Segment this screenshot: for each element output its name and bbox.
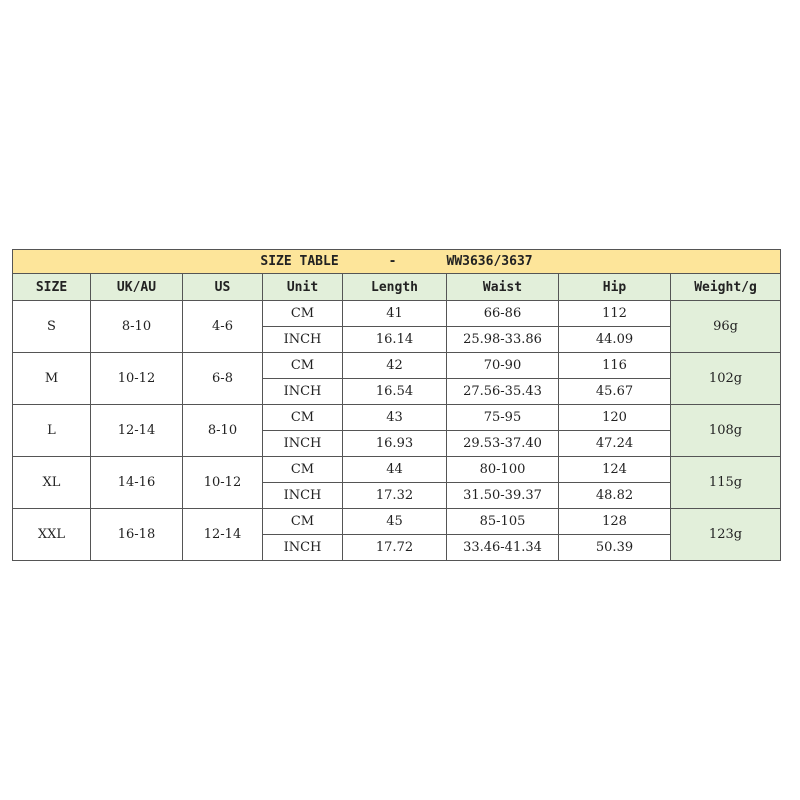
unit-cell: CM <box>262 404 343 431</box>
table-row: INCH 16.54 27.56-35.43 45.67 <box>13 378 781 405</box>
waist-cell: 80-100 <box>446 456 559 483</box>
hip-cell: 44.09 <box>558 326 671 353</box>
size-cell: XXL <box>12 508 91 561</box>
length-cell: 16.14 <box>342 326 447 353</box>
length-cell: 43 <box>342 404 447 431</box>
header-size: SIZE <box>12 273 91 301</box>
weight-cell: 123g <box>670 508 781 561</box>
hip-cell: 50.39 <box>558 534 671 561</box>
length-cell: 16.54 <box>342 378 447 405</box>
waist-cell: 27.56-35.43 <box>446 378 559 405</box>
table-row: INCH 17.72 33.46-41.34 50.39 <box>13 534 781 561</box>
length-cell: 41 <box>342 300 447 327</box>
length-cell: 42 <box>342 352 447 379</box>
unit-cell: CM <box>262 456 343 483</box>
weight-cell: 115g <box>670 456 781 509</box>
table-row: XXL 16-18 12-14 CM 45 85-105 128 123g <box>12 508 781 561</box>
unit-cell: INCH <box>262 378 343 405</box>
weight-cell: 102g <box>670 352 781 405</box>
length-cell: 16.93 <box>342 430 447 457</box>
waist-cell: 85-105 <box>446 508 559 535</box>
us-cell: 12-14 <box>182 508 263 561</box>
size-table: SIZE TABLE - WW3636/3637 SIZE UK/AU US Uni… <box>12 249 781 561</box>
uk-au-cell: 12-14 <box>90 404 183 457</box>
waist-cell: 33.46-41.34 <box>446 534 559 561</box>
header-us: US <box>182 273 263 301</box>
us-cell: 10-12 <box>182 456 263 509</box>
us-cell: 8-10 <box>182 404 263 457</box>
header-unit: Unit <box>262 273 343 301</box>
title-separator: - <box>388 254 397 269</box>
hip-cell: 47.24 <box>558 430 671 457</box>
size-cell: L <box>12 404 91 457</box>
unit-cell: CM <box>262 508 343 535</box>
uk-au-cell: 8-10 <box>90 300 183 353</box>
uk-au-cell: 10-12 <box>90 352 183 405</box>
weight-cell: 108g <box>670 404 781 457</box>
hip-cell: 48.82 <box>558 482 671 509</box>
waist-cell: 25.98-33.86 <box>446 326 559 353</box>
title-row: SIZE TABLE - WW3636/3637 <box>12 249 781 274</box>
unit-cell: CM <box>262 352 343 379</box>
table-row: S 8-10 4-6 CM 41 66-86 112 96g <box>12 300 781 353</box>
unit-cell: INCH <box>262 326 343 353</box>
uk-au-cell: 14-16 <box>90 456 183 509</box>
size-cell: S <box>12 300 91 353</box>
us-cell: 6-8 <box>182 352 263 405</box>
header-waist: Waist <box>446 273 559 301</box>
uk-au-cell: 16-18 <box>90 508 183 561</box>
unit-cell: INCH <box>262 430 343 457</box>
length-cell: 45 <box>342 508 447 535</box>
table-row: XL 14-16 10-12 CM 44 80-100 124 115g <box>12 456 781 509</box>
hip-cell: 45.67 <box>558 378 671 405</box>
size-cell: XL <box>12 456 91 509</box>
table-title: SIZE TABLE - WW3636/3637 <box>12 249 781 274</box>
unit-cell: CM <box>262 300 343 327</box>
size-cell: M <box>12 352 91 405</box>
unit-cell: INCH <box>262 534 343 561</box>
table-row: M 10-12 6-8 CM 42 70-90 116 102g <box>12 352 781 405</box>
length-cell: 17.32 <box>342 482 447 509</box>
waist-cell: 31.50-39.37 <box>446 482 559 509</box>
length-cell: 17.72 <box>342 534 447 561</box>
header-hip: Hip <box>558 273 671 301</box>
table-row: INCH 16.14 25.98-33.86 44.09 <box>13 326 781 353</box>
hip-cell: 124 <box>558 456 671 483</box>
hip-cell: 112 <box>558 300 671 327</box>
table-row: INCH 17.32 31.50-39.37 48.82 <box>13 482 781 509</box>
waist-cell: 66-86 <box>446 300 559 327</box>
header-length: Length <box>342 273 447 301</box>
header-weight: Weight/g <box>670 273 781 301</box>
header-uk-au: UK/AU <box>90 273 183 301</box>
unit-cell: INCH <box>262 482 343 509</box>
title-model: WW3636/3637 <box>446 254 533 269</box>
hip-cell: 116 <box>558 352 671 379</box>
weight-cell: 96g <box>670 300 781 353</box>
table-row: L 12-14 8-10 CM 43 75-95 120 108g <box>12 404 781 457</box>
waist-cell: 70-90 <box>446 352 559 379</box>
header-row: SIZE UK/AU US Unit Length Waist Hip Weig… <box>12 273 781 301</box>
waist-cell: 75-95 <box>446 404 559 431</box>
length-cell: 44 <box>342 456 447 483</box>
hip-cell: 120 <box>558 404 671 431</box>
table-row: INCH 16.93 29.53-37.40 47.24 <box>13 430 781 457</box>
hip-cell: 128 <box>558 508 671 535</box>
waist-cell: 29.53-37.40 <box>446 430 559 457</box>
us-cell: 4-6 <box>182 300 263 353</box>
title-label: SIZE TABLE <box>260 254 339 269</box>
